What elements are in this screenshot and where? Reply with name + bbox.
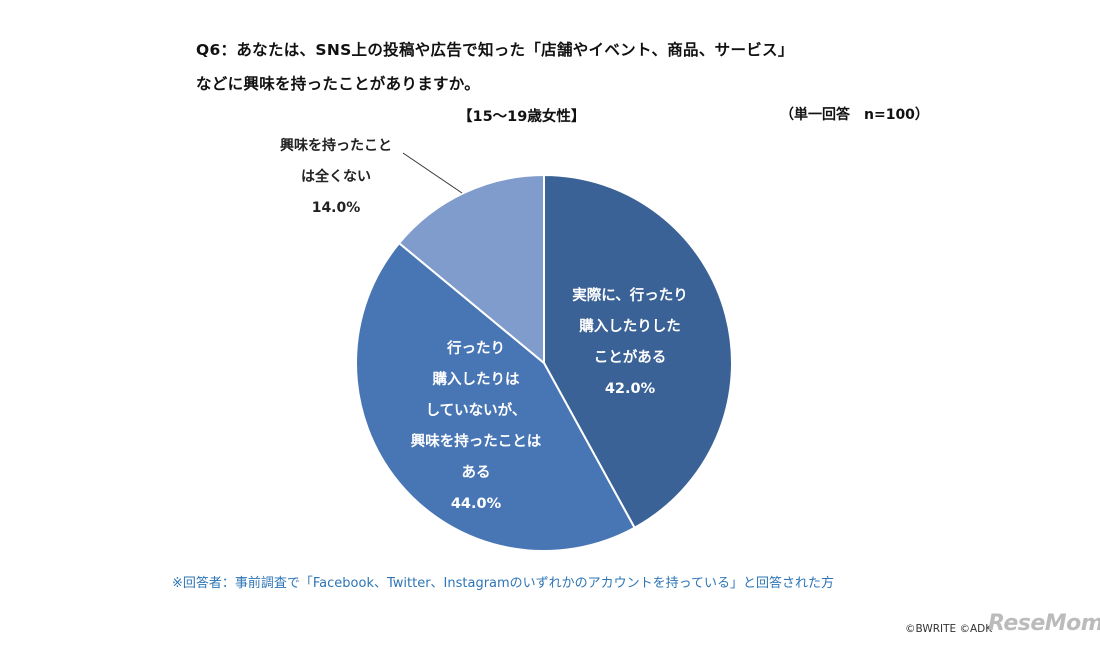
slice-category-label: 興味を持ったことは (411, 432, 542, 450)
chart-title-line-1: Q6：あなたは、SNS上の投稿や広告で知った「店舗やイベント、商品、サービス」 (196, 41, 794, 59)
slice-category-label: 興味を持ったこと (280, 137, 392, 154)
chart-subtitle: 【15～19歳女性】 (458, 109, 586, 125)
slice-category-label: 行ったり (446, 339, 505, 357)
leader-line (402, 152, 463, 194)
slice-category-label: していないが、 (426, 401, 527, 419)
slice-category-label: 購入したりした (578, 317, 681, 335)
slice-value-label: 14.0% (312, 200, 361, 216)
slice-category-label: 実際に、行ったり (572, 286, 688, 304)
slice-category-label: ある (462, 464, 491, 481)
slice-value-label: 42.0% (605, 381, 656, 397)
slice-value-label: 44.0% (451, 496, 502, 512)
slice-category-label: ことがある (594, 348, 667, 366)
copyright-credit: ©BWRITE ©ADK (905, 623, 993, 635)
resemom-logo: ReseMom (988, 611, 1100, 636)
chart-title-line-2: などに興味を持ったことがありますか。 (196, 75, 481, 93)
response-basis: （単一回答 n=100） (780, 107, 929, 123)
slice-interested-only (355, 241, 636, 552)
pie-slices (355, 173, 733, 552)
label-interested-only: 行ったり購入したりはしていないが、興味を持ったことはある 44.0% (411, 339, 542, 512)
slice-category-label: は全くない (301, 168, 371, 185)
footnote: ※回答者：事前調査で「Facebook、Twitter、Instagramのいず… (172, 576, 835, 591)
label-visited-purchased: 実際に、行ったり購入したりしたことがある 42.0% (572, 286, 688, 397)
slice-labels: 実際に、行ったり購入したりしたことがある 42.0% 行ったり購入したりはしていない… (280, 137, 688, 512)
label-never-interested: 興味を持ったことは全くない 14.0% (280, 137, 392, 216)
slice-never-interested (397, 173, 545, 366)
slice-visited-purchased (543, 173, 733, 530)
slice-category-label: 購入したりは (432, 370, 520, 388)
pie-chart: 実際に、行ったり購入したりしたことがある 42.0% 行ったり購入したりはしていない… (280, 137, 733, 552)
